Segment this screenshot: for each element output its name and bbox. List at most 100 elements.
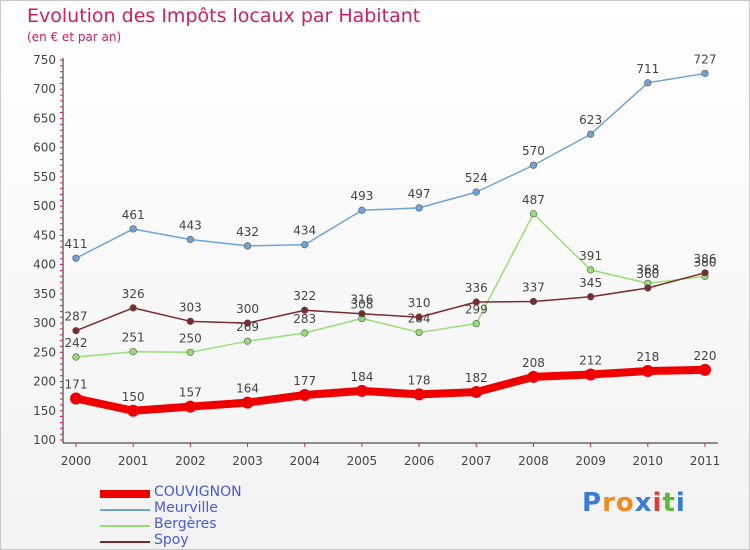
data-label-meurville: 711 (636, 62, 659, 76)
logo-letter: i (652, 488, 663, 518)
data-label-couvignon: 218 (636, 350, 659, 364)
data-label-bergeres: 251 (122, 331, 145, 345)
data-point-couvignon (70, 392, 82, 405)
data-label-meurville: 727 (694, 52, 717, 66)
x-tick-label: 2004 (289, 454, 320, 468)
data-label-spoy: 386 (694, 252, 717, 266)
x-tick-label: 2007 (461, 454, 492, 468)
x-tick-label: 2011 (690, 454, 721, 468)
data-point-meurville (472, 188, 480, 196)
data-label-meurville: 570 (522, 144, 545, 158)
data-label-bergeres: 487 (522, 193, 545, 207)
data-point-couvignon (527, 370, 540, 383)
data-point-meurville (129, 225, 137, 233)
x-tick-label: 2005 (347, 454, 378, 468)
logo-letter: i (675, 488, 686, 518)
data-point-meurville (701, 69, 709, 78)
data-point-spoy (472, 298, 480, 306)
series-line-couvignon (72, 365, 709, 415)
data-point-couvignon (584, 368, 597, 381)
data-point-bergeres (186, 348, 194, 356)
data-label-couvignon: 157 (179, 386, 202, 400)
data-label-couvignon: 164 (236, 382, 259, 396)
x-tick-label: 2009 (575, 454, 606, 468)
data-point-couvignon (184, 400, 197, 413)
x-tick-label: 2003 (232, 454, 263, 468)
chart-legend: COUVIGNON Meurville Bergères Spoy (100, 484, 320, 549)
y-tick-label: 600 (33, 141, 56, 155)
data-label-bergeres: 368 (636, 262, 659, 276)
chart-subtitle: (en € et par an) (27, 30, 122, 44)
data-label-meurville: 493 (350, 189, 373, 203)
y-tick-label: 650 (33, 111, 56, 125)
data-point-couvignon (298, 388, 311, 401)
data-label-spoy: 287 (65, 310, 88, 324)
y-tick-label: 550 (33, 170, 56, 184)
data-label-couvignon: 184 (350, 370, 373, 384)
data-label-couvignon: 177 (293, 374, 316, 388)
y-tick-label: 150 (33, 404, 56, 418)
data-label-couvignon: 150 (122, 390, 145, 404)
data-point-bergeres (243, 337, 252, 345)
legend-item-meurville: Meurville (100, 500, 320, 517)
data-point-spoy (529, 297, 538, 306)
data-point-meurville (644, 79, 652, 87)
data-label-meurville: 524 (465, 171, 488, 185)
data-point-couvignon (641, 365, 654, 378)
y-tick-label: 400 (33, 258, 56, 272)
legend-swatch (100, 541, 150, 543)
y-tick-label: 300 (33, 316, 56, 330)
data-label-meurville: 434 (293, 224, 316, 238)
data-label-meurville: 432 (236, 225, 259, 239)
series-line-bergeres (75, 213, 706, 358)
data-point-bergeres (472, 320, 480, 328)
legend-item-bergeres: Bergères (100, 516, 320, 533)
data-point-meurville (186, 235, 194, 244)
y-tick-label: 350 (33, 287, 56, 301)
data-point-bergeres (529, 210, 538, 218)
x-tick-label: 2006 (404, 454, 435, 468)
series-line-spoy (75, 272, 706, 332)
data-point-meurville (529, 161, 538, 169)
data-label-spoy: 316 (350, 293, 373, 307)
data-label-couvignon: 171 (65, 377, 88, 391)
data-point-meurville (415, 204, 423, 212)
data-point-meurville (72, 254, 80, 262)
y-tick-label: 450 (33, 228, 56, 242)
data-point-bergeres (129, 348, 137, 356)
data-point-spoy (587, 293, 595, 301)
legend-swatch (100, 525, 150, 527)
data-label-bergeres: 391 (579, 249, 602, 263)
data-point-spoy (644, 284, 652, 292)
x-tick-label: 2008 (518, 454, 549, 468)
data-label-spoy: 310 (408, 296, 431, 310)
data-point-spoy (301, 306, 309, 314)
data-label-spoy: 360 (636, 267, 659, 281)
y-tick-label: 200 (33, 375, 56, 389)
legend-label: Spoy (154, 532, 189, 548)
series-line-meurville (75, 72, 706, 259)
data-label-meurville: 411 (65, 237, 88, 251)
data-label-spoy: 337 (522, 280, 545, 294)
data-label-spoy: 322 (293, 289, 316, 303)
data-label-couvignon: 182 (465, 371, 488, 385)
logo-letter: P (582, 488, 603, 518)
data-label-couvignon: 178 (408, 373, 431, 387)
data-point-spoy (415, 313, 423, 321)
data-point-spoy (358, 310, 366, 318)
data-point-meurville (358, 206, 366, 214)
x-tick-label: 2010 (633, 454, 664, 468)
data-point-meurville (243, 242, 252, 250)
data-point-spoy (129, 304, 137, 312)
x-tick-label: 2001 (118, 454, 149, 468)
logo-letter: t (662, 488, 676, 518)
chart-title: Evolution des Impôts locaux par Habitant (27, 5, 421, 27)
logo-letter: r (602, 488, 616, 518)
legend-label: COUVIGNON (154, 484, 242, 500)
data-label-bergeres: 308 (350, 297, 373, 311)
data-point-bergeres (587, 266, 595, 274)
data-label-spoy: 336 (465, 281, 488, 295)
data-point-couvignon (127, 404, 140, 417)
